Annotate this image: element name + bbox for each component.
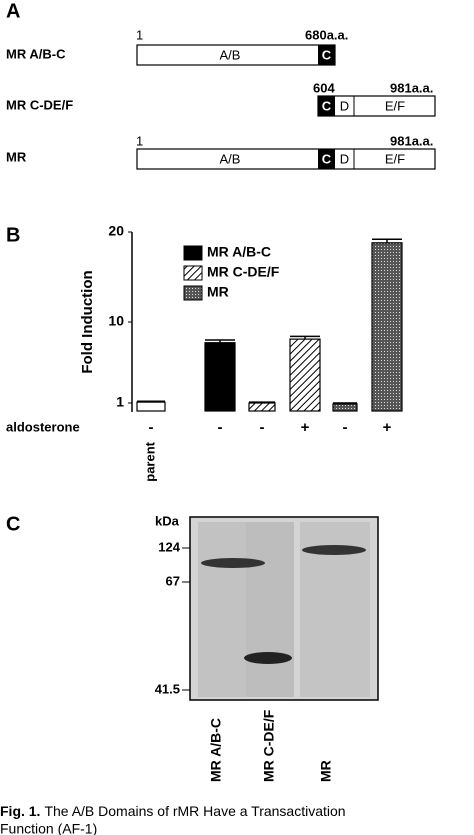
start-label: 1: [136, 133, 143, 148]
end-label: 981a.a.: [390, 133, 433, 148]
bar: [289, 338, 321, 412]
legend-label: MR A/B-C: [207, 244, 271, 260]
caption-line: The A/B Domains of rMR Have a Transactiv…: [44, 803, 345, 819]
unit-label: kDa: [155, 513, 180, 528]
treatment-sign: -: [343, 419, 348, 436]
domain-label: D: [340, 151, 349, 166]
start-label: 1: [136, 27, 143, 42]
domain-label: C: [322, 98, 332, 113]
panel-label: B: [6, 224, 20, 246]
legend-swatch: [183, 285, 203, 301]
construct-name: MR: [6, 149, 27, 164]
bar: [136, 401, 166, 412]
domain-box: [136, 148, 436, 170]
lane-label: MR: [318, 760, 334, 782]
y-tick-label: 10: [108, 313, 124, 329]
caption-line: Function (AF-1): [0, 821, 97, 835]
construct-c: MR 1 981a.a. A/B C D E/F: [6, 133, 436, 170]
treatment-sign: -: [260, 419, 265, 436]
caption: Fig. 1. The A/B Domains of rMR Have a Tra…: [0, 803, 346, 819]
marker-label: 41.5: [155, 681, 180, 696]
domain-box: [317, 95, 436, 117]
bar: [332, 403, 358, 412]
end-label: 680a.a.: [305, 27, 348, 42]
legend-label: MR: [207, 284, 229, 300]
construct-b: MR C-DE/F 604 981a.a. C D E/F: [6, 80, 436, 117]
panel-label: A: [6, 0, 20, 22]
bar-chart: 1 10 20 - parent - - + - + MR A/B-C MR C-DE/F MR: [108, 223, 403, 482]
band: [201, 558, 265, 568]
error-bar: [290, 335, 320, 340]
error-bar: [205, 339, 235, 343]
y-axis-title: Fold Induction: [79, 270, 96, 373]
lane: [246, 522, 294, 697]
end-label: 981a.a.: [390, 80, 433, 95]
domain-label: A/B: [220, 47, 241, 62]
construct-name: MR A/B-C: [6, 46, 66, 61]
domain-label: E/F: [385, 98, 405, 113]
legend-swatch: [183, 245, 203, 261]
legend-swatch: [183, 265, 203, 281]
bar: [371, 242, 403, 412]
domain-label: C: [322, 47, 332, 62]
error-bar: [333, 402, 357, 404]
bar: [248, 402, 276, 412]
treatment-sign: -: [218, 419, 223, 436]
error-bar: [249, 401, 275, 403]
domain-label: A/B: [220, 151, 241, 166]
bar: [204, 342, 236, 412]
treatment-sign: -: [149, 419, 154, 436]
domain-label: C: [322, 151, 332, 166]
y-tick-label: 1: [116, 394, 124, 410]
marker-label: 67: [166, 573, 180, 588]
legend-label: MR C-DE/F: [207, 264, 280, 280]
treatment-label: aldosterone: [6, 419, 80, 434]
band: [302, 545, 366, 555]
domain-box: [318, 45, 335, 65]
domain-label: D: [340, 98, 349, 113]
y-tick-label: 20: [108, 223, 124, 239]
construct-name: MR C-DE/F: [6, 97, 73, 112]
treatment-sign: +: [301, 419, 310, 436]
domain-box: [318, 96, 335, 116]
domain-label: E/F: [385, 151, 405, 166]
x-tick-label: parent: [142, 441, 157, 481]
caption-prefix: Fig. 1.: [0, 803, 40, 819]
construct-a: MR A/B-C 1 680a.a. A/B C: [6, 27, 348, 66]
error-bar: [137, 400, 165, 403]
gel: [189, 516, 379, 701]
domain-box: [318, 149, 335, 169]
marker-label: 124: [158, 539, 180, 554]
error-bar: [372, 238, 402, 243]
lane-label: MR C-DE/F: [261, 709, 277, 782]
panel-label: C: [6, 513, 20, 535]
band: [244, 652, 292, 664]
start-label: 604: [313, 80, 335, 95]
treatment-sign: +: [383, 419, 392, 436]
lane-label: MR A/B-C: [208, 718, 224, 782]
